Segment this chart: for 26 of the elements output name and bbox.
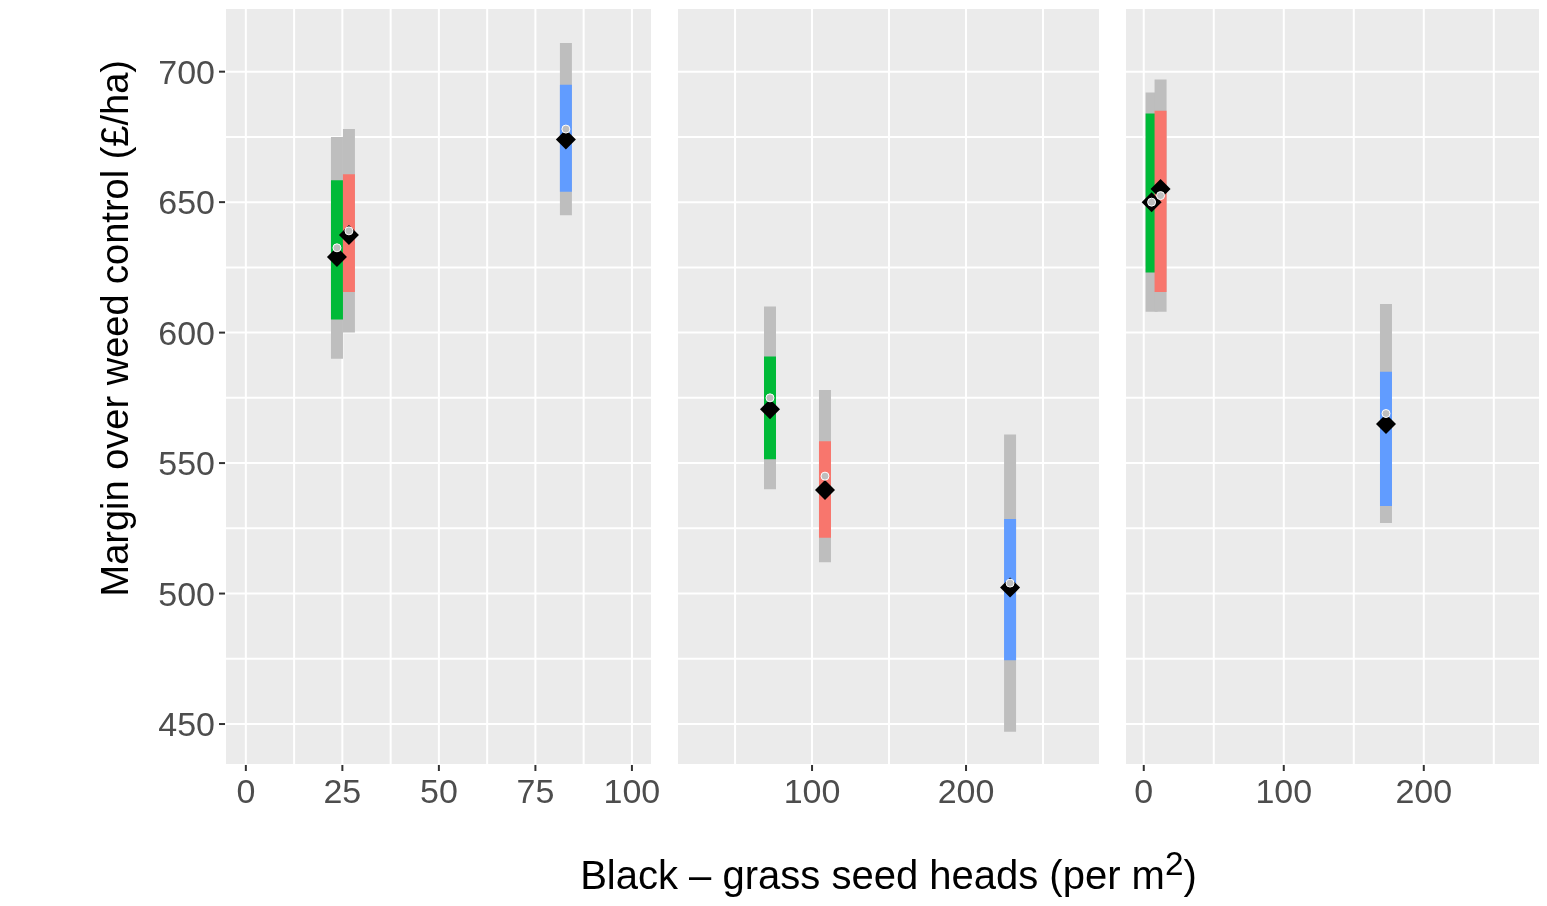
point — [814, 479, 835, 500]
x-tick-label: 0 — [236, 772, 256, 810]
y-tick-label: 650 — [158, 183, 215, 222]
y-axis-title: Margin over weed control (£/ha) — [93, 59, 137, 596]
point — [1381, 409, 1391, 419]
y-tick-label: 500 — [158, 574, 215, 613]
point — [332, 243, 342, 253]
x-tick-label: 50 — [419, 772, 458, 810]
x-axis-title: Black – grass seed heads (per m$^{2}$) — [579, 845, 1198, 899]
point — [820, 471, 830, 481]
x-tick-label: 75 — [516, 772, 555, 810]
point — [1156, 191, 1166, 201]
x-tick-label: 100 — [1255, 772, 1313, 810]
x-tick-label: 0 — [1134, 772, 1154, 810]
point — [765, 393, 775, 403]
x-tick-label: 100 — [783, 772, 841, 810]
point — [561, 124, 571, 134]
x-tick-label: 200 — [937, 772, 995, 810]
point — [760, 399, 781, 420]
x-tick-label: 25 — [323, 772, 362, 810]
y-tick-label: 450 — [158, 705, 215, 744]
y-tick-label: 600 — [158, 313, 215, 352]
y-tick-label: 550 — [158, 444, 215, 483]
x-tick-label: 200 — [1395, 772, 1453, 810]
x-tick-label: 100 — [603, 772, 661, 810]
y-tick-label: 700 — [158, 52, 215, 91]
